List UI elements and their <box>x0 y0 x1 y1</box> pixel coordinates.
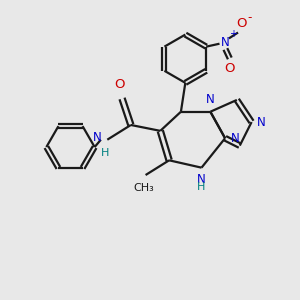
Text: N: N <box>257 116 266 128</box>
Text: H: H <box>101 148 109 158</box>
Text: O: O <box>224 62 235 75</box>
Text: -: - <box>248 11 252 24</box>
Text: +: + <box>229 29 237 39</box>
Text: CH₃: CH₃ <box>134 183 154 193</box>
Text: N: N <box>197 173 206 186</box>
Text: O: O <box>236 17 247 30</box>
Text: N: N <box>206 93 215 106</box>
Text: O: O <box>114 78 124 91</box>
Text: N: N <box>230 132 239 145</box>
Text: N: N <box>221 36 230 49</box>
Text: H: H <box>197 182 206 192</box>
Text: N: N <box>93 131 101 144</box>
